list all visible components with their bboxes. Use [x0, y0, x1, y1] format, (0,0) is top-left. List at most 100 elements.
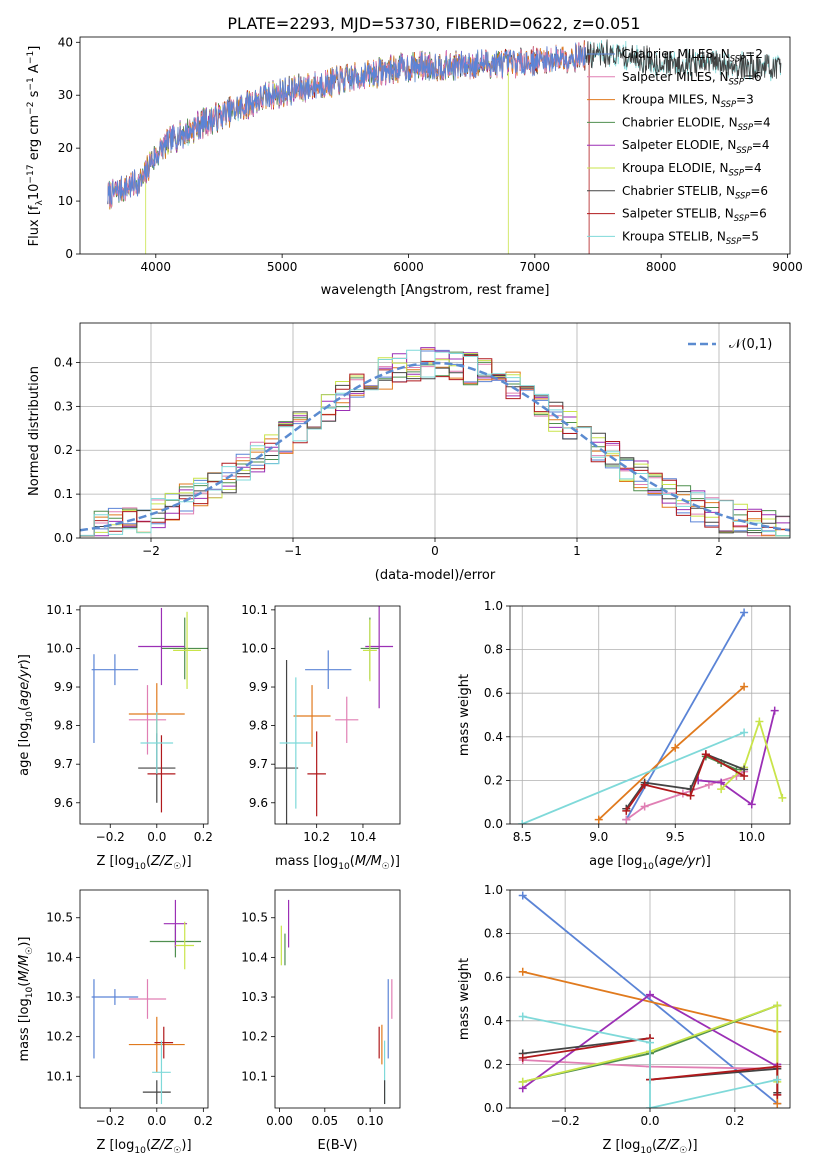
- y-tick-label: 9.9: [54, 680, 73, 694]
- axes-frame: [274, 605, 401, 825]
- plus-marker: [773, 1090, 782, 1099]
- axes-frame: [79, 605, 209, 825]
- y-axis-label: mass weight: [457, 674, 472, 756]
- y-axis-label: mass [log10(M/M☉)]: [17, 937, 35, 1062]
- errorbar-point: [142, 1080, 171, 1105]
- plus-marker: [686, 791, 695, 800]
- x-tick-label: −0.2: [96, 830, 125, 844]
- series-line: [598, 686, 745, 821]
- errorbar-point: [161, 617, 208, 680]
- errorbar-point: [147, 735, 176, 813]
- errorbar-point: [173, 611, 202, 689]
- x-tick-label: −0.2: [551, 1114, 580, 1128]
- y-tick-label: 10.0: [46, 641, 73, 655]
- x-tick-label: 2: [715, 544, 723, 558]
- plus-marker: [740, 608, 749, 617]
- x-tick-label: 10.4: [350, 830, 377, 844]
- y-tick-label: 0: [65, 247, 73, 261]
- x-tick-label: 0.00: [266, 1114, 293, 1128]
- series-kroupa-miles: [594, 682, 749, 824]
- y-tick-label: 10.2: [241, 1030, 268, 1044]
- plus-marker: [646, 1038, 654, 1047]
- plus-marker: [518, 820, 527, 824]
- x-axis-label: (data-model)/error: [375, 568, 496, 583]
- axes-frame: [79, 889, 209, 1109]
- legend-label: Salpeter ELODIE, NSSP=4: [622, 138, 770, 155]
- errorbar-point: [128, 1016, 185, 1073]
- x-tick-label: 8000: [646, 260, 677, 274]
- errorbar-point: [175, 921, 195, 970]
- series-kroupa-stelib: [518, 728, 749, 824]
- x-tick-label: 4000: [141, 260, 172, 274]
- y-tick-label: 9.6: [54, 796, 73, 810]
- plus-marker: [773, 1099, 782, 1108]
- plus-marker: [622, 815, 631, 824]
- errorbars: [91, 899, 202, 1105]
- y-tick-label: 1.0: [484, 599, 503, 613]
- axes-frame: [509, 605, 791, 825]
- x-tick-label: 0.05: [311, 1114, 338, 1128]
- y-tick-label: 10.4: [46, 950, 73, 964]
- x-axis-label: wavelength [Angstrom, rest frame]: [321, 283, 550, 298]
- x-axis-label: Z [log10(Z/Z☉)]: [96, 854, 191, 872]
- legend-label: Kroupa ELODIE, NSSP=4: [622, 161, 762, 178]
- y-tick-label: 10.1: [46, 1069, 73, 1083]
- plus-marker: [755, 717, 764, 726]
- y-tick-label: 0.8: [484, 643, 503, 657]
- plus-marker: [740, 728, 749, 737]
- series-line: [625, 770, 745, 821]
- errorbar-point: [152, 1040, 171, 1105]
- axes-frame: [274, 889, 401, 1109]
- y-tick-label: 10.1: [241, 603, 268, 617]
- x-tick-label: 10.2: [303, 830, 330, 844]
- series-chabrier-miles: [622, 608, 749, 824]
- plus-marker: [640, 780, 649, 789]
- x-axis-label: E(B-V): [317, 1138, 357, 1153]
- plus-marker: [770, 706, 779, 715]
- y-tick-label: 0.8: [484, 927, 503, 941]
- x-axis-label: Z [log10(Z/Z☉)]: [96, 1138, 191, 1156]
- errorbar-point: [138, 607, 185, 686]
- errorbar-point: [275, 660, 299, 824]
- y-tick-label: 0.0: [54, 531, 73, 545]
- y-tick-label: 10.1: [46, 603, 73, 617]
- y-tick-label: 9.8: [54, 719, 73, 733]
- weight-lines: [518, 608, 787, 824]
- y-tick-label: 1.0: [484, 883, 503, 897]
- plus-marker: [646, 990, 654, 999]
- x-tick-label: −0.2: [96, 1114, 125, 1128]
- x-tick-label: 0.10: [357, 1114, 384, 1128]
- x-tick-label: 0.2: [194, 830, 213, 844]
- y-tick-label: 0.2: [484, 1057, 503, 1071]
- x-tick-label: 0.0: [147, 830, 166, 844]
- plus-marker: [671, 743, 680, 752]
- y-tick-label: 10.5: [46, 911, 73, 925]
- errorbar-point: [140, 712, 174, 774]
- y-tick-label: 9.8: [249, 719, 268, 733]
- x-tick-label: 0.2: [194, 1114, 213, 1128]
- series-line: [521, 731, 745, 824]
- errorbar-point: [91, 654, 139, 686]
- legend-label: Chabrier ELODIE, NSSP=4: [622, 115, 771, 132]
- errorbar-point: [335, 696, 359, 743]
- plus-marker: [640, 802, 649, 811]
- errorbar-point: [128, 685, 167, 755]
- y-tick-label: 10.3: [241, 990, 268, 1004]
- legend-label: Chabrier MILES, NSSP=2: [622, 47, 763, 64]
- y-tick-label: 0.2: [54, 443, 73, 457]
- plus-marker: [701, 750, 710, 759]
- y-axis-label: age [log10(age/yr)]: [17, 654, 35, 776]
- weight-lines: [518, 891, 782, 1108]
- y-tick-label: 0.3: [54, 399, 73, 413]
- plus-marker: [646, 1104, 654, 1108]
- plus-marker: [594, 815, 603, 824]
- y-tick-label: 20: [58, 141, 73, 155]
- panel-mass-vs-ebv: 0.00 0.05 0.10 10.1 10.2 10.3 10.4 10.5 E(B-V): [241, 889, 401, 1153]
- y-tick-label: 10.3: [46, 990, 73, 1004]
- x-tick-label: 9.0: [589, 830, 608, 844]
- y-tick-label: 0.6: [484, 686, 503, 700]
- y-tick-label: 0.6: [484, 970, 503, 984]
- histograms: [80, 347, 790, 538]
- legend-label: Salpeter MILES, NSSP=6: [622, 70, 762, 87]
